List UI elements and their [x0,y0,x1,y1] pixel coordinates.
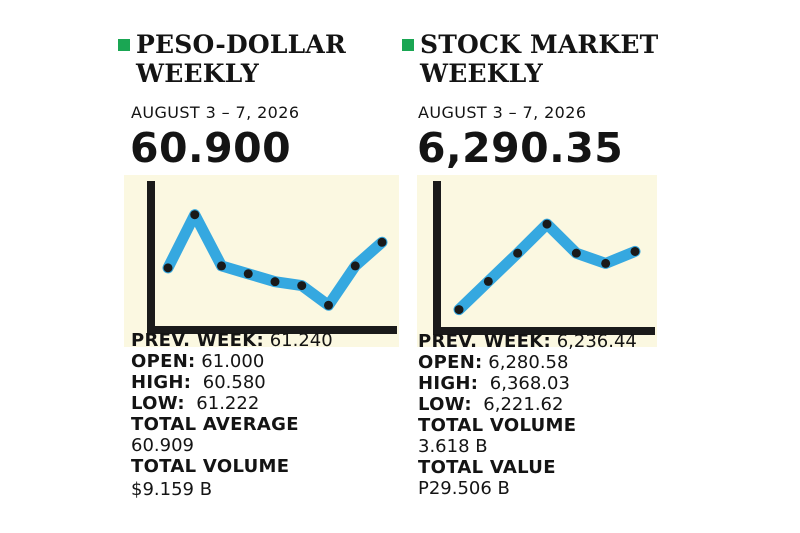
high-label: HIGH: [131,372,192,393]
total-volume-value: 3.618 B [418,436,488,457]
data-point [630,246,640,256]
high-value: 60.580 [202,372,266,393]
open-label: OPEN: [418,352,483,373]
peso-dollar-date: AUGUST 3 – 7, 2026 [131,103,300,122]
title-line-1: PESO-DOLLAR [136,30,346,59]
open-value: 61.000 [201,351,265,372]
stock-market-line-chart [417,175,657,347]
high-value: 6,368.03 [489,373,570,394]
data-point [324,300,333,310]
open-label: OPEN: [131,351,196,372]
peso-dollar-title: PESO-DOLLAR WEEKLY [136,30,346,88]
data-point [270,277,280,287]
peso-dollar-chart [124,175,399,347]
prev-week-label: PREV. WEEK: [131,330,264,351]
data-point [190,210,200,220]
low-value: 6,221.62 [483,394,564,415]
peso-dollar-value: 60.900 [130,124,292,172]
peso-dollar-stats: PREV. WEEK: 61.240 OPEN: 61.000 HIGH: 60… [131,330,333,500]
green-square-icon [118,39,130,51]
prev-week-value: 61.240 [269,330,333,351]
data-point [297,281,307,291]
data-point [542,219,552,229]
prev-week-value: 6,236.44 [556,331,637,352]
open-value: 6,280.58 [488,352,569,373]
stock-market-stats: PREV. WEEK: 6,236.44 OPEN: 6,280.58 HIGH… [418,331,637,499]
data-point [454,305,464,315]
low-label: LOW: [131,393,185,414]
peso-dollar-panel: PESO-DOLLAR WEEKLY AUGUST 3 – 7, 2026 60… [118,30,408,500]
data-point [601,258,611,268]
prev-week-label: PREV. WEEK: [418,331,551,352]
total-value-label: TOTAL VALUE [418,457,556,478]
total-average-value: 60.909 [131,435,194,456]
low-value: 61.222 [196,393,260,414]
data-point [513,248,523,258]
data-point [217,261,226,271]
stock-market-header: STOCK MARKET WEEKLY [402,30,702,88]
data-point [377,237,387,247]
data-point [483,276,493,286]
data-point [163,263,173,273]
stock-market-title: STOCK MARKET WEEKLY [420,30,658,88]
data-point [350,261,360,271]
total-volume-value: $9.159 B [131,479,213,500]
high-label: HIGH: [418,373,479,394]
stock-market-date: AUGUST 3 – 7, 2026 [418,103,587,122]
peso-dollar-header: PESO-DOLLAR WEEKLY [118,30,408,88]
total-average-label: TOTAL AVERAGE [131,414,299,435]
total-volume-label: TOTAL VOLUME [131,456,290,477]
total-volume-label: TOTAL VOLUME [418,415,577,436]
green-square-icon [402,39,414,51]
stock-market-chart [417,175,657,347]
title-line-2: WEEKLY [420,59,543,88]
peso-dollar-line-chart [124,175,399,347]
title-line-2: WEEKLY [136,59,259,88]
data-point [243,269,253,279]
total-value-value: P29.506 B [418,478,510,499]
stock-market-value: 6,290.35 [417,124,624,172]
low-label: LOW: [418,394,472,415]
data-point [571,248,581,258]
stock-market-panel: STOCK MARKET WEEKLY AUGUST 3 – 7, 2026 6… [402,30,702,499]
title-line-1: STOCK MARKET [420,30,659,59]
